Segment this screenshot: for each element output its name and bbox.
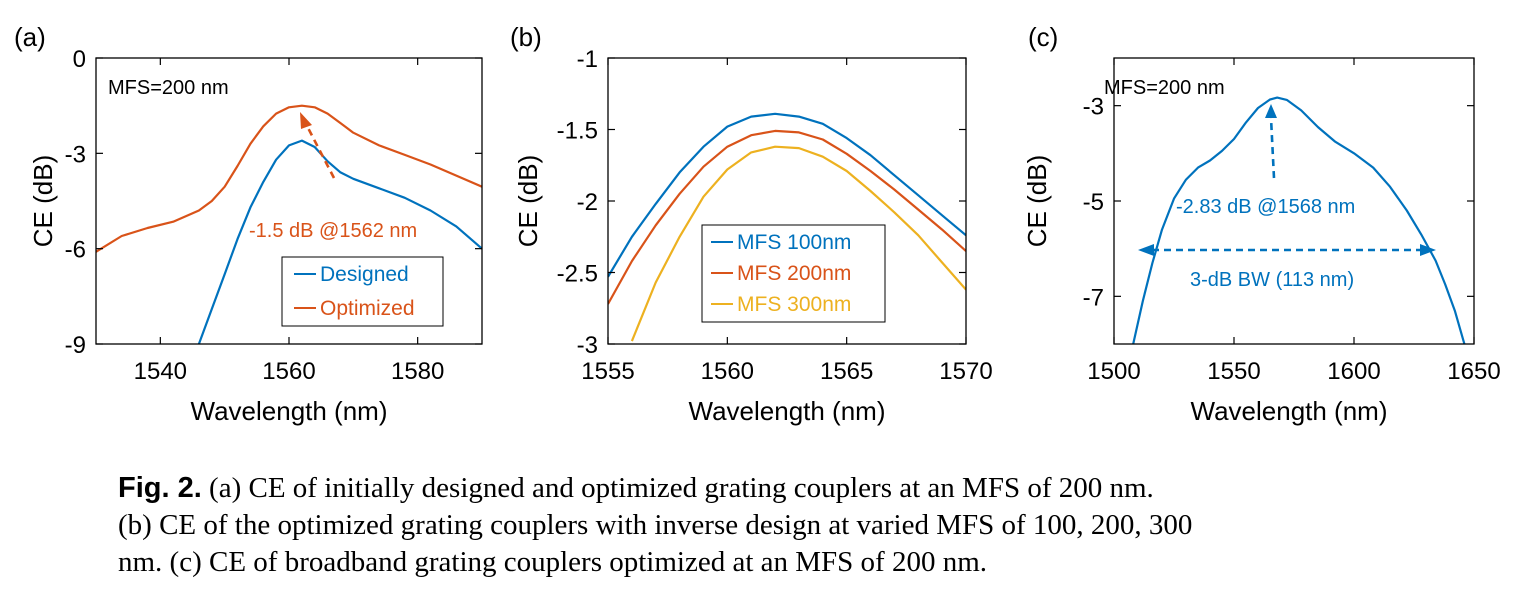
panel-a-xlabel: Wavelength (nm): [191, 396, 388, 426]
panel-b-series-0-line: [608, 112, 966, 278]
panel-c-xlabel: Wavelength (nm): [1191, 396, 1388, 426]
caption-line-3: nm. (c) CE of broadband grating couplers…: [118, 545, 988, 578]
x-tick-label: 1550: [1207, 358, 1260, 385]
panel-c-peak-arrow: [1269, 117, 1276, 179]
panel-c-ylabel: CE (dB): [1022, 155, 1052, 247]
panel-b-ylabel: CE (dB): [513, 155, 543, 247]
panel-c-label: (c): [1028, 22, 1058, 52]
y-tick-label: -3: [1083, 94, 1104, 121]
legend-designed-label: Designed: [320, 263, 409, 286]
y-tick-label: -3: [65, 141, 86, 168]
y-tick-label: 0: [73, 46, 86, 73]
panel-a-peak-arrowhead: [300, 112, 312, 129]
panel-a-ylabel: CE (dB): [28, 155, 58, 247]
panel-b-xlabel: Wavelength (nm): [689, 396, 886, 426]
panel-a-series-1-line: [96, 104, 482, 253]
panel-b-series-2-line: [630, 145, 966, 342]
panel-a-series-0-line: [197, 139, 482, 344]
panel-c-ticks: 1500 1550 1600 1650 -3 -5 -7: [1083, 58, 1501, 385]
y-tick-label: -6: [65, 237, 86, 264]
caption-lead: Fig. 2.: [118, 472, 202, 504]
panel-c-bw-note: 3-dB BW (113 nm): [1190, 269, 1354, 291]
panel-c-bw-arrowhead-left: [1138, 244, 1154, 256]
caption-text-1: (a) CE of initially designed and optimiz…: [209, 472, 1154, 504]
caption-line-1: Fig. 2. (a) CE of initially designed and…: [118, 470, 1518, 507]
y-tick-label: -2: [577, 189, 598, 216]
x-tick-label: 1555: [581, 358, 634, 385]
x-tick-label: 1650: [1447, 358, 1500, 385]
caption-line-2: (b) CE of the optimized grating couplers…: [118, 508, 1193, 541]
legend-optimized-label: Optimized: [320, 297, 415, 320]
panel-a-legend: Designed Optimized: [281, 256, 444, 327]
panel-b-series-1-line: [608, 129, 966, 305]
panel-a-ticks: 1540 1560 1580 0 -3 -6 -9: [65, 46, 482, 385]
panel-b-legend: MFS 100nm MFS 200nm MFS 300nm: [701, 224, 886, 323]
panel-c-peak-note: -2.83 dB @1568 nm: [1176, 196, 1355, 218]
panel-b-ticks: 1555 1560 1565 1570 -1 -1.5 -2 -2.5 -3: [557, 46, 993, 385]
x-tick-label: 1570: [939, 358, 992, 385]
panel-c-mfs-note: MFS=200 nm: [1104, 77, 1225, 99]
y-tick-label: -9: [65, 332, 86, 359]
x-tick-label: 1500: [1087, 358, 1140, 385]
y-tick-label: -1.5: [557, 118, 598, 145]
panel-b-curves: [608, 112, 966, 342]
panel-a-label: (a): [14, 22, 46, 52]
legend-mfs200-label: MFS 200nm: [737, 262, 851, 285]
y-tick-label: -3: [577, 332, 598, 359]
y-tick-label: -2.5: [557, 261, 598, 288]
panel-a-peak-note: -1.5 dB @1562 nm: [249, 220, 417, 242]
panel-b: (b) 1555 1560 1565 1570 -1 -1.5 -2 -2.5 -3 Wavel…: [510, 22, 993, 426]
x-tick-label: 1540: [134, 358, 187, 385]
y-tick-label: -5: [1083, 189, 1104, 216]
panel-a-legend-box: [281, 256, 444, 327]
panel-c-curves: [1132, 96, 1466, 344]
legend-mfs300-label: MFS 300nm: [737, 293, 851, 316]
x-tick-label: 1560: [701, 358, 754, 385]
figure-caption: Fig. 2. (a) CE of initially designed and…: [118, 470, 1518, 580]
y-tick-label: -1: [577, 46, 598, 73]
y-tick-label: -7: [1083, 284, 1104, 311]
x-tick-label: 1580: [391, 358, 444, 385]
panel-c-series-0-line: [1132, 96, 1466, 344]
x-tick-label: 1565: [820, 358, 873, 385]
panel-a-curves: [96, 104, 482, 344]
x-tick-label: 1600: [1327, 358, 1380, 385]
panel-a-peak-arrow: [304, 123, 336, 179]
panel-a-mfs-note: MFS=200 nm: [108, 77, 229, 99]
legend-mfs100-label: MFS 100nm: [737, 231, 851, 254]
panel-c-peak-arrowhead: [1265, 104, 1277, 118]
x-tick-label: 1560: [262, 358, 315, 385]
panel-c: (c) 1500 1550 1600 1650 -3 -5 -7 Wavelength (n…: [1022, 22, 1501, 426]
panel-c-bw-arrowhead-right: [1420, 244, 1436, 256]
panel-b-label: (b): [510, 22, 542, 52]
